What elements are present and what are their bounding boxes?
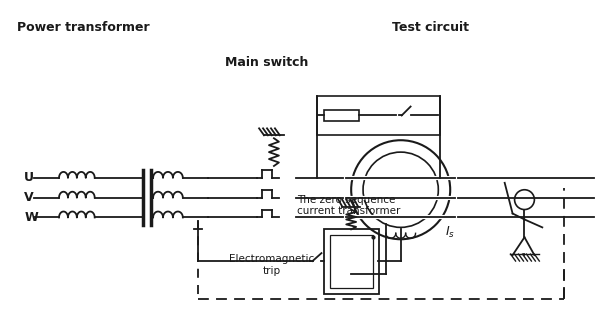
Bar [325, 230, 379, 294]
Text: Electromagnetic
trip: Electromagnetic trip [229, 254, 315, 276]
Text: Main switch: Main switch [225, 56, 309, 69]
Text: Power transformer: Power transformer [17, 22, 150, 34]
Text: W: W [25, 211, 38, 224]
Bar [330, 235, 373, 288]
Text: $I_s$: $I_s$ [445, 225, 455, 240]
Text: Test circuit: Test circuit [392, 22, 469, 34]
Bar [317, 96, 440, 135]
Text: The zero sequence
current transformer: The zero sequence current transformer [296, 195, 400, 216]
Text: U: U [25, 171, 34, 185]
Bar [325, 110, 359, 121]
Text: V: V [25, 191, 34, 204]
